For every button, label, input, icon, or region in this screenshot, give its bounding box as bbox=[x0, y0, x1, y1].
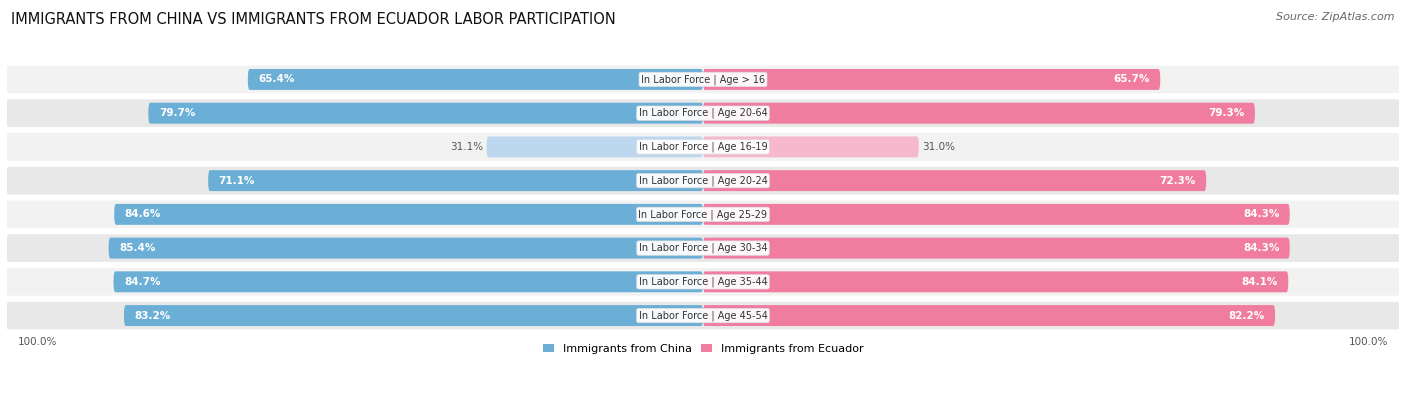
Text: In Labor Force | Age 20-64: In Labor Force | Age 20-64 bbox=[638, 108, 768, 118]
FancyBboxPatch shape bbox=[703, 136, 918, 157]
FancyBboxPatch shape bbox=[7, 66, 1399, 93]
Text: 84.7%: 84.7% bbox=[124, 277, 160, 287]
FancyBboxPatch shape bbox=[247, 69, 703, 90]
FancyBboxPatch shape bbox=[703, 170, 1206, 191]
Text: 84.1%: 84.1% bbox=[1241, 277, 1278, 287]
FancyBboxPatch shape bbox=[703, 103, 1256, 124]
Text: 31.0%: 31.0% bbox=[922, 142, 955, 152]
FancyBboxPatch shape bbox=[703, 204, 1289, 225]
FancyBboxPatch shape bbox=[7, 201, 1399, 228]
Text: IMMIGRANTS FROM CHINA VS IMMIGRANTS FROM ECUADOR LABOR PARTICIPATION: IMMIGRANTS FROM CHINA VS IMMIGRANTS FROM… bbox=[11, 12, 616, 27]
Text: 82.2%: 82.2% bbox=[1229, 310, 1264, 321]
Text: In Labor Force | Age 45-54: In Labor Force | Age 45-54 bbox=[638, 310, 768, 321]
Text: In Labor Force | Age 20-24: In Labor Force | Age 20-24 bbox=[638, 175, 768, 186]
Text: In Labor Force | Age 35-44: In Labor Force | Age 35-44 bbox=[638, 276, 768, 287]
Text: 100.0%: 100.0% bbox=[17, 337, 56, 347]
FancyBboxPatch shape bbox=[7, 167, 1399, 194]
FancyBboxPatch shape bbox=[7, 100, 1399, 127]
Text: 71.1%: 71.1% bbox=[218, 176, 254, 186]
FancyBboxPatch shape bbox=[7, 133, 1399, 161]
Text: 100.0%: 100.0% bbox=[1350, 337, 1389, 347]
Text: 84.3%: 84.3% bbox=[1243, 243, 1279, 253]
Text: 65.7%: 65.7% bbox=[1114, 74, 1150, 85]
FancyBboxPatch shape bbox=[114, 271, 703, 292]
FancyBboxPatch shape bbox=[7, 234, 1399, 262]
FancyBboxPatch shape bbox=[7, 302, 1399, 329]
FancyBboxPatch shape bbox=[703, 238, 1289, 259]
FancyBboxPatch shape bbox=[148, 103, 703, 124]
FancyBboxPatch shape bbox=[703, 271, 1288, 292]
Legend: Immigrants from China, Immigrants from Ecuador: Immigrants from China, Immigrants from E… bbox=[543, 344, 863, 354]
Text: 83.2%: 83.2% bbox=[135, 310, 170, 321]
FancyBboxPatch shape bbox=[486, 136, 703, 157]
Text: In Labor Force | Age > 16: In Labor Force | Age > 16 bbox=[641, 74, 765, 85]
FancyBboxPatch shape bbox=[703, 305, 1275, 326]
FancyBboxPatch shape bbox=[108, 238, 703, 259]
Text: 84.6%: 84.6% bbox=[125, 209, 162, 219]
FancyBboxPatch shape bbox=[7, 268, 1399, 295]
Text: 79.3%: 79.3% bbox=[1208, 108, 1244, 118]
FancyBboxPatch shape bbox=[124, 305, 703, 326]
Text: 79.7%: 79.7% bbox=[159, 108, 195, 118]
Text: 31.1%: 31.1% bbox=[450, 142, 484, 152]
Text: 65.4%: 65.4% bbox=[259, 74, 295, 85]
FancyBboxPatch shape bbox=[114, 204, 703, 225]
Text: 85.4%: 85.4% bbox=[120, 243, 156, 253]
Text: In Labor Force | Age 25-29: In Labor Force | Age 25-29 bbox=[638, 209, 768, 220]
Text: In Labor Force | Age 16-19: In Labor Force | Age 16-19 bbox=[638, 142, 768, 152]
Text: 72.3%: 72.3% bbox=[1160, 176, 1195, 186]
Text: Source: ZipAtlas.com: Source: ZipAtlas.com bbox=[1277, 12, 1395, 22]
Text: 84.3%: 84.3% bbox=[1243, 209, 1279, 219]
FancyBboxPatch shape bbox=[208, 170, 703, 191]
FancyBboxPatch shape bbox=[703, 69, 1160, 90]
Text: In Labor Force | Age 30-34: In Labor Force | Age 30-34 bbox=[638, 243, 768, 253]
